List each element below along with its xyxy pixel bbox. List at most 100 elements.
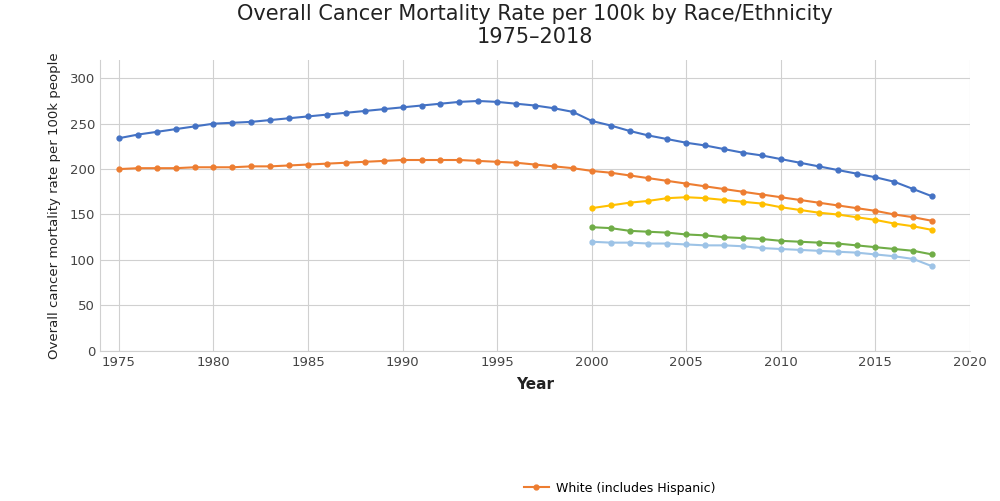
White (includes Hispanic) <box>813 200 825 206</box>
Title: Overall Cancer Mortality Rate per 100k by Race/Ethnicity
1975–2018: Overall Cancer Mortality Rate per 100k b… <box>237 4 833 48</box>
Asian/Pacific Islander (includes Hispanic) <box>624 239 636 245</box>
Hispanic (any race) <box>851 242 863 248</box>
White (includes Hispanic) <box>416 157 428 163</box>
Hispanic (any race) <box>737 235 749 241</box>
Black (includes Hispanic) <box>624 128 636 134</box>
Black (includes Hispanic) <box>189 123 201 129</box>
Hispanic (any race) <box>813 239 825 245</box>
Asian/Pacific Islander (includes Hispanic) <box>642 240 654 246</box>
Hispanic (any race) <box>832 240 844 246</box>
American Indian/Alaska Native (includes Hispanic) <box>775 204 787 210</box>
Asian/Pacific Islander (includes Hispanic) <box>586 239 598 245</box>
White (includes Hispanic) <box>226 164 238 170</box>
Black (includes Hispanic) <box>151 129 163 135</box>
Asian/Pacific Islander (includes Hispanic) <box>832 248 844 255</box>
Black (includes Hispanic) <box>548 105 560 111</box>
Line: White (includes Hispanic): White (includes Hispanic) <box>116 158 935 223</box>
White (includes Hispanic) <box>472 158 484 164</box>
Line: Black (includes Hispanic): Black (includes Hispanic) <box>116 99 935 199</box>
Hispanic (any race) <box>624 228 636 234</box>
Black (includes Hispanic) <box>321 112 333 118</box>
White (includes Hispanic) <box>699 183 711 189</box>
Black (includes Hispanic) <box>529 103 541 109</box>
White (includes Hispanic) <box>680 181 692 187</box>
Black (includes Hispanic) <box>926 193 938 199</box>
Black (includes Hispanic) <box>813 163 825 169</box>
White (includes Hispanic) <box>548 163 560 169</box>
White (includes Hispanic) <box>378 158 390 164</box>
Black (includes Hispanic) <box>775 156 787 162</box>
Black (includes Hispanic) <box>472 98 484 104</box>
Hispanic (any race) <box>794 239 806 245</box>
White (includes Hispanic) <box>264 163 276 169</box>
Black (includes Hispanic) <box>397 104 409 110</box>
White (includes Hispanic) <box>397 157 409 163</box>
Asian/Pacific Islander (includes Hispanic) <box>794 247 806 253</box>
Black (includes Hispanic) <box>113 135 125 141</box>
Black (includes Hispanic) <box>832 167 844 173</box>
White (includes Hispanic) <box>340 160 352 166</box>
Hispanic (any race) <box>888 246 900 252</box>
Black (includes Hispanic) <box>605 123 617 129</box>
White (includes Hispanic) <box>586 168 598 174</box>
Black (includes Hispanic) <box>718 146 730 152</box>
Hispanic (any race) <box>680 231 692 237</box>
Line: Asian/Pacific Islander (includes Hispanic): Asian/Pacific Islander (includes Hispani… <box>589 239 935 269</box>
White (includes Hispanic) <box>359 159 371 165</box>
White (includes Hispanic) <box>302 161 314 167</box>
Asian/Pacific Islander (includes Hispanic) <box>851 249 863 256</box>
White (includes Hispanic) <box>775 194 787 200</box>
White (includes Hispanic) <box>605 170 617 176</box>
American Indian/Alaska Native (includes Hispanic) <box>851 214 863 220</box>
Black (includes Hispanic) <box>869 174 881 180</box>
Asian/Pacific Islander (includes Hispanic) <box>756 245 768 251</box>
White (includes Hispanic) <box>207 164 219 170</box>
Black (includes Hispanic) <box>340 110 352 116</box>
American Indian/Alaska Native (includes Hispanic) <box>888 220 900 226</box>
White (includes Hispanic) <box>434 157 446 163</box>
White (includes Hispanic) <box>661 178 673 184</box>
Asian/Pacific Islander (includes Hispanic) <box>605 239 617 245</box>
Hispanic (any race) <box>586 224 598 230</box>
Hispanic (any race) <box>756 236 768 242</box>
Black (includes Hispanic) <box>302 113 314 119</box>
American Indian/Alaska Native (includes Hispanic) <box>699 195 711 201</box>
Hispanic (any race) <box>926 252 938 258</box>
White (includes Hispanic) <box>737 189 749 195</box>
White (includes Hispanic) <box>794 197 806 203</box>
White (includes Hispanic) <box>624 172 636 178</box>
Hispanic (any race) <box>605 225 617 231</box>
Black (includes Hispanic) <box>434 101 446 107</box>
White (includes Hispanic) <box>491 159 503 165</box>
American Indian/Alaska Native (includes Hispanic) <box>756 200 768 206</box>
Hispanic (any race) <box>869 244 881 250</box>
American Indian/Alaska Native (includes Hispanic) <box>642 198 654 204</box>
American Indian/Alaska Native (includes Hispanic) <box>624 200 636 206</box>
White (includes Hispanic) <box>832 202 844 208</box>
Black (includes Hispanic) <box>245 119 257 125</box>
Black (includes Hispanic) <box>680 140 692 146</box>
Hispanic (any race) <box>907 248 919 254</box>
Y-axis label: Overall cancer mortality rate per 100k people: Overall cancer mortality rate per 100k p… <box>48 52 61 359</box>
Asian/Pacific Islander (includes Hispanic) <box>926 263 938 269</box>
Black (includes Hispanic) <box>207 121 219 127</box>
White (includes Hispanic) <box>642 175 654 181</box>
Hispanic (any race) <box>775 238 787 244</box>
Hispanic (any race) <box>699 232 711 238</box>
Black (includes Hispanic) <box>699 142 711 148</box>
X-axis label: Year: Year <box>516 377 554 392</box>
White (includes Hispanic) <box>510 160 522 166</box>
Black (includes Hispanic) <box>510 101 522 107</box>
Black (includes Hispanic) <box>737 150 749 156</box>
Black (includes Hispanic) <box>226 120 238 126</box>
American Indian/Alaska Native (includes Hispanic) <box>869 217 881 223</box>
American Indian/Alaska Native (includes Hispanic) <box>680 194 692 200</box>
White (includes Hispanic) <box>907 214 919 220</box>
Black (includes Hispanic) <box>794 160 806 166</box>
Asian/Pacific Islander (includes Hispanic) <box>661 240 673 246</box>
Asian/Pacific Islander (includes Hispanic) <box>775 246 787 252</box>
American Indian/Alaska Native (includes Hispanic) <box>586 205 598 211</box>
Asian/Pacific Islander (includes Hispanic) <box>699 242 711 248</box>
Black (includes Hispanic) <box>661 136 673 142</box>
Black (includes Hispanic) <box>907 186 919 192</box>
